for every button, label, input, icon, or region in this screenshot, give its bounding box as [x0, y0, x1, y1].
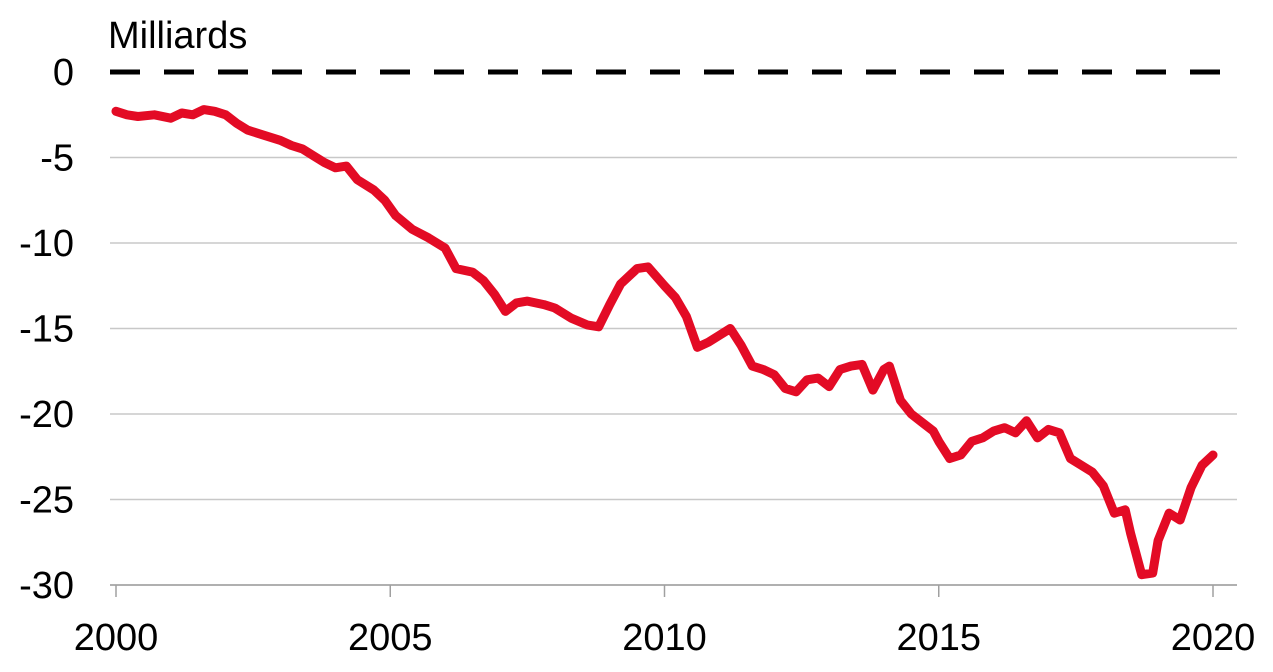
x-tick-label-2020: 2020	[1171, 617, 1256, 659]
y-tick-label-0: 0	[53, 52, 74, 94]
unit-label: Milliards	[108, 15, 247, 57]
y-tick-label-neg15: -15	[19, 309, 74, 351]
y-tick-label-neg30: -30	[19, 565, 74, 607]
y-tick-label-neg5: -5	[40, 138, 74, 180]
x-axis	[110, 584, 1237, 597]
y-tick-label-neg20: -20	[19, 394, 74, 436]
series-layer	[111, 105, 1218, 580]
series-line-0	[111, 105, 1218, 580]
x-tick-label-2005: 2005	[348, 617, 433, 659]
y-tick-label-neg10: -10	[19, 223, 74, 265]
x-tick-label-2000: 2000	[74, 617, 159, 659]
y-tick-label-neg25: -25	[19, 480, 74, 522]
gridlines	[110, 156, 1237, 586]
x-tick-label-2015: 2015	[896, 617, 981, 659]
x-tick-label-2010: 2010	[622, 617, 707, 659]
